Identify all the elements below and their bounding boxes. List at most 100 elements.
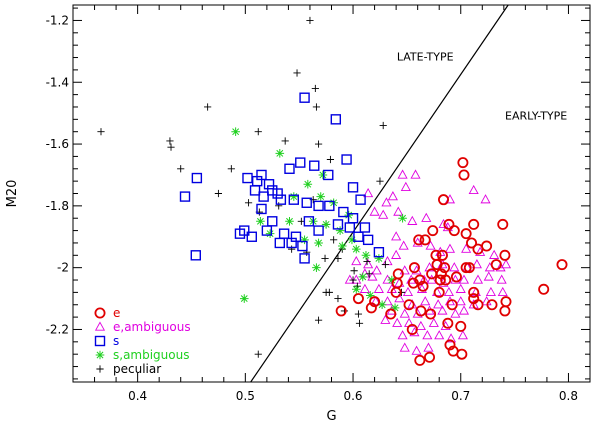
data-point [403,299,415,311]
data-point [415,305,427,317]
data-point [321,220,331,229]
data-point [442,317,454,329]
data-point [393,206,404,216]
data-point [324,200,335,212]
data-point [349,276,357,284]
data-point [427,225,439,237]
data-point [303,216,315,227]
data-point [365,291,375,300]
data-point [390,286,402,298]
data-point [489,249,500,259]
data-point [408,262,420,274]
data-point [365,302,377,314]
data-point [256,169,267,181]
data-point [272,188,283,199]
data-point [406,323,418,335]
data-point [293,69,301,77]
data-point [411,345,422,355]
x-tick-label: 0.6 [343,389,362,403]
data-point [468,184,479,195]
y-tick-label: -1.4 [46,75,69,89]
data-point [354,310,363,318]
data-point [312,103,321,111]
divider-line [250,4,509,383]
legend-label: e [113,306,120,320]
data-point [352,293,364,305]
data-point [445,333,457,343]
data-point [460,228,472,240]
series-s [179,92,385,264]
data-point [435,268,447,280]
legend-label: s,ambiguous [113,348,189,362]
data-point [281,137,289,145]
data-point [341,154,352,165]
data-point [166,137,174,145]
data-point [444,243,456,253]
data-point [381,197,392,207]
data-point [455,283,466,293]
data-point [344,222,356,233]
data-point [448,225,460,237]
data-point [444,339,456,351]
data-point [471,259,482,269]
data-point [351,255,362,266]
data-point [497,286,508,297]
data-point [455,320,467,332]
data-point [420,296,431,306]
data-point [394,293,405,303]
data-point [458,274,470,284]
data-point [407,277,419,289]
data-point [378,209,389,219]
data-point [438,218,449,229]
data-point [443,286,454,297]
data-point [361,251,371,260]
data-point [382,296,393,306]
data-point [485,286,496,297]
legend-label: s [113,334,119,348]
data-point [437,305,448,315]
data-point [499,305,511,317]
data-point [313,225,324,236]
data-point [301,197,312,208]
data-point [433,299,444,309]
data-point [347,235,357,245]
data-point [359,283,370,293]
data-point [380,314,391,324]
data-point [261,225,273,236]
data-point [438,194,450,206]
data-point [414,354,426,366]
data-point [227,165,235,173]
data-point [422,330,433,340]
annotation-label: EARLY-TYPE [505,109,567,122]
data-point [214,189,223,198]
data-point [334,294,342,303]
x-axis-title: G [326,409,336,424]
data-point [256,203,267,215]
data-point [351,244,361,254]
data-point [458,169,470,181]
data-point [538,283,550,295]
data-point [428,317,439,327]
data-point [455,296,466,306]
data-point [486,299,498,311]
data-point [330,114,342,125]
data-point [399,265,410,275]
data-point [355,194,366,205]
data-point [382,255,393,266]
data-point [365,270,373,278]
x-tick-label: 0.8 [559,389,578,403]
data-point [412,308,423,318]
data-point [413,234,425,246]
points-layer [97,16,568,366]
data-point [316,192,326,201]
data-point [330,236,338,244]
data-point [275,194,287,205]
data-point [312,263,321,272]
data-point [500,259,512,269]
data-point [398,213,407,223]
data-point [335,226,345,235]
data-point [234,228,246,239]
data-point [332,219,344,230]
data-point [323,169,334,181]
annotation-label: LATE-TYPE [397,51,454,64]
